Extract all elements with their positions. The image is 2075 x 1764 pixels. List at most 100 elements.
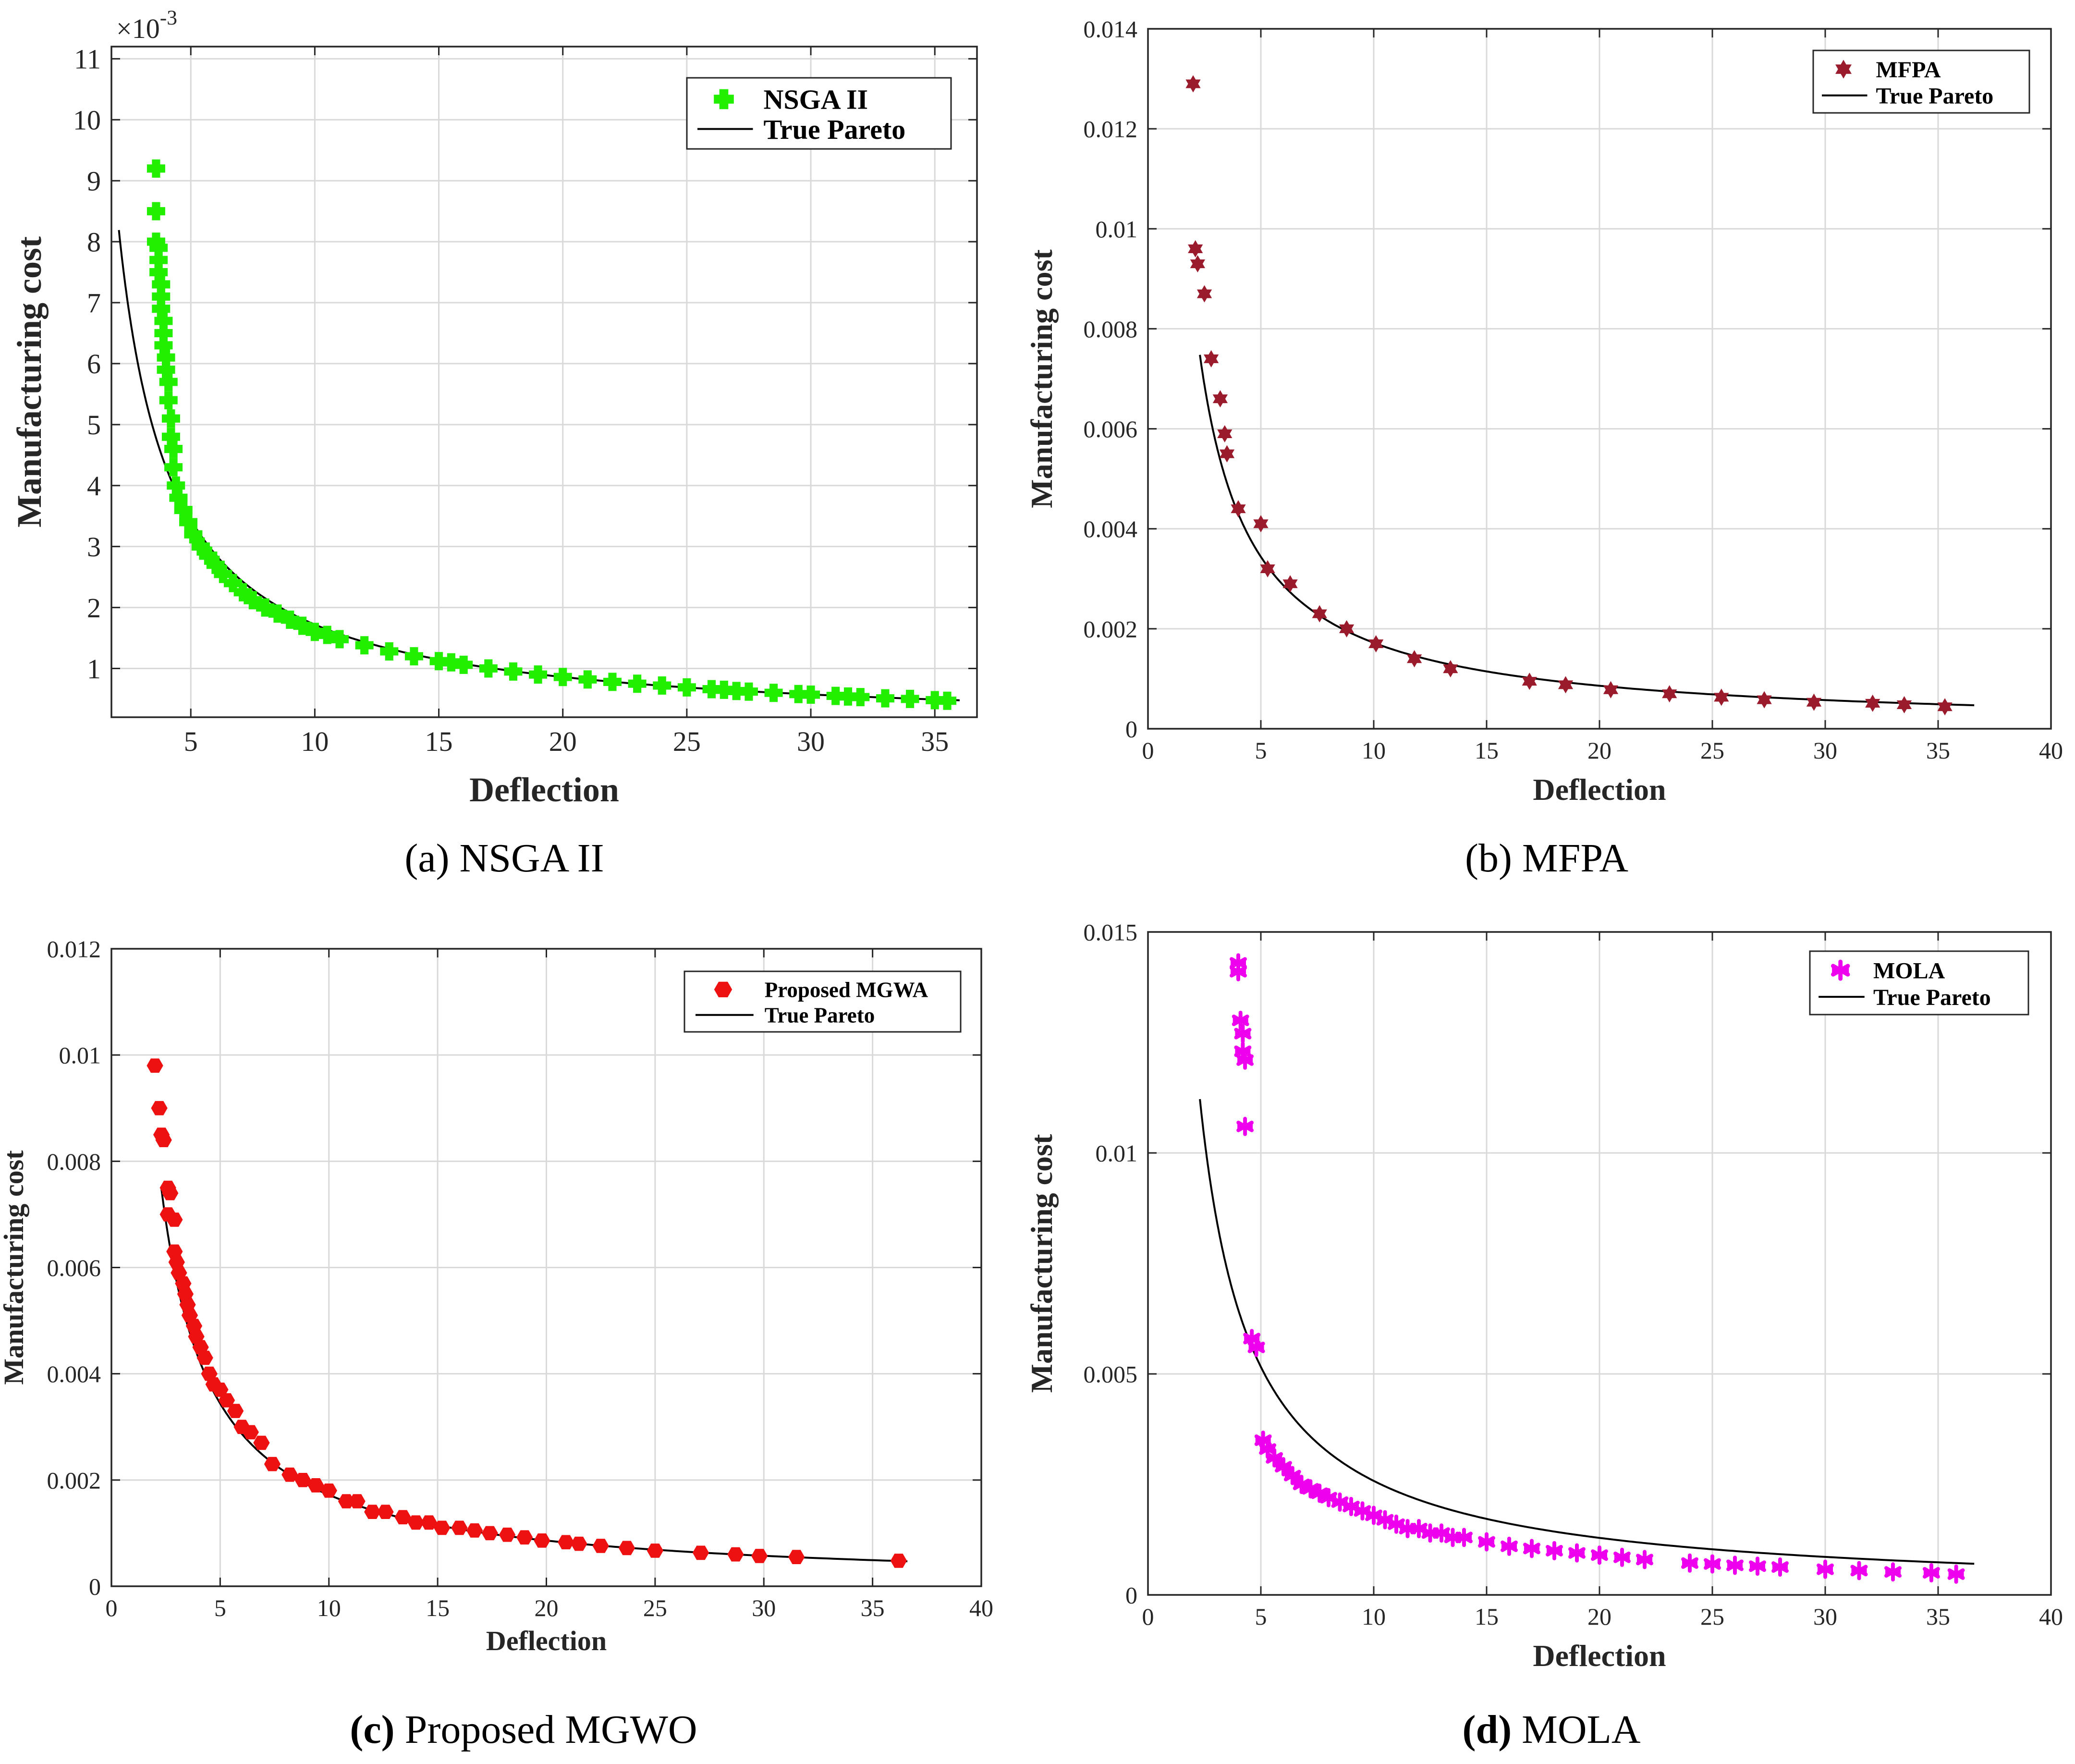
data-point: [592, 1539, 609, 1553]
data-point: [1591, 1545, 1608, 1565]
data-point: [1259, 1439, 1277, 1459]
legend-box: [1809, 950, 2029, 1016]
data-point: [155, 1133, 172, 1147]
data-point: [451, 1520, 468, 1535]
y-tick-label: 0.002: [1084, 615, 1138, 642]
y-tick-label: 6: [87, 348, 101, 380]
data-point: [1236, 1116, 1254, 1136]
caption-a: (a) NSGA II: [384, 835, 624, 882]
data-point: [764, 684, 783, 702]
legend-box: [686, 77, 952, 150]
axes-frame: [110, 46, 978, 718]
data-point: [338, 1494, 355, 1508]
legend-marker: [1831, 959, 1850, 981]
caption-c-letter: (c): [350, 1707, 395, 1752]
data-point: [164, 458, 183, 477]
x-tick-label: 30: [797, 726, 825, 757]
caption-c: (c) Proposed MGWO: [307, 1706, 740, 1753]
data-point: [1884, 1562, 1902, 1582]
data-point: [1443, 660, 1458, 678]
y-tick-label: 0.01: [1096, 216, 1138, 243]
y-axis-label: Manufacturing cost: [0, 1150, 29, 1385]
x-tick-label: 35: [861, 1594, 885, 1621]
data-point: [1568, 1543, 1586, 1563]
data-point: [499, 1527, 516, 1542]
data-point: [1714, 688, 1729, 706]
data-point: [1478, 1532, 1495, 1552]
legend-marker: [714, 981, 732, 997]
data-point: [146, 159, 165, 178]
y-tick-label: 0: [1125, 716, 1137, 743]
legend-label-true-pareto: True Pareto: [1876, 83, 1994, 109]
data-point: [628, 674, 647, 693]
data-point: [1704, 1554, 1721, 1574]
legend-label-true-pareto: True Pareto: [764, 114, 906, 145]
data-point: [739, 682, 758, 701]
data-point: [1339, 620, 1355, 637]
data-point: [305, 623, 324, 641]
x-tick-label: 10: [301, 726, 329, 757]
data-point: [355, 636, 374, 655]
y-tick-label: 0.014: [1084, 16, 1138, 43]
data-point: [364, 1505, 381, 1519]
data-point: [1190, 255, 1206, 273]
caption-a-text: NSGA II: [449, 836, 604, 881]
data-point: [434, 1520, 451, 1535]
x-tick-label: 15: [1475, 737, 1499, 764]
data-point: [1850, 1561, 1868, 1580]
data-point: [420, 1515, 438, 1530]
data-point: [151, 1101, 168, 1115]
data-point: [442, 653, 461, 672]
data-point: [1771, 1557, 1789, 1577]
data-point: [1260, 560, 1275, 578]
caption-b-text: MFPA: [1512, 836, 1629, 881]
data-point: [826, 686, 845, 705]
legend-box: [684, 970, 962, 1033]
data-point: [159, 373, 178, 391]
x-tick-label: 30: [752, 1594, 776, 1621]
data-point: [146, 202, 165, 220]
chart-panel-a: 5 10 15 20 25 30 35 1 2 3 4 5 6 7 8 9 10 11 ×10-3 Deflectio…: [10, 6, 978, 809]
x-tick-label: 30: [1813, 1603, 1837, 1630]
data-point: [281, 1467, 298, 1482]
x-tick-label: 15: [425, 726, 453, 757]
y-tick-label: 0.008: [47, 1148, 101, 1175]
data-point: [1501, 1536, 1518, 1556]
y-tick-label: 0.015: [1084, 919, 1138, 946]
x-axis-label: Deflection: [1533, 772, 1666, 807]
data-point: [1636, 1550, 1653, 1569]
x-tick-label: 5: [184, 726, 198, 757]
data-point: [1266, 1448, 1283, 1468]
caption-b-letter: (b): [1465, 836, 1512, 881]
data-point: [159, 391, 178, 410]
data-point: [553, 668, 572, 686]
axis-exponent-label: ×10-3: [116, 6, 177, 44]
data-point: [647, 1544, 664, 1558]
chart-panel-b: 0 5 10 15 20 25 30 35 40 0 0.002 0.004 0.006 0.008 0.0…: [1025, 16, 2063, 807]
data-point: [318, 625, 337, 644]
x-tick-label: 5: [1255, 1603, 1267, 1630]
data-point: [1253, 515, 1269, 533]
data-point: [1726, 1556, 1744, 1575]
y-tick-label: 0.012: [47, 936, 101, 963]
data-point: [481, 1526, 498, 1541]
data-point: [1546, 1541, 1563, 1560]
data-point: [253, 1435, 270, 1450]
data-point: [1368, 635, 1384, 653]
data-point: [466, 1523, 483, 1538]
data-point: [1896, 696, 1912, 713]
data-point: [164, 440, 183, 458]
data-point: [294, 1473, 311, 1487]
y-tick-label: 0.01: [1096, 1140, 1138, 1167]
data-point: [1455, 1528, 1473, 1547]
x-tick-label: 10: [1362, 1603, 1386, 1630]
y-tick-label: 7: [87, 287, 101, 318]
caption-d-text: MOLA: [1512, 1707, 1641, 1752]
data-point: [727, 1547, 744, 1562]
x-tick-label: 15: [426, 1594, 450, 1621]
legend-label-true-pareto: True Pareto: [1873, 985, 1991, 1010]
data-point: [162, 1186, 179, 1200]
true-pareto-line: [118, 230, 960, 701]
